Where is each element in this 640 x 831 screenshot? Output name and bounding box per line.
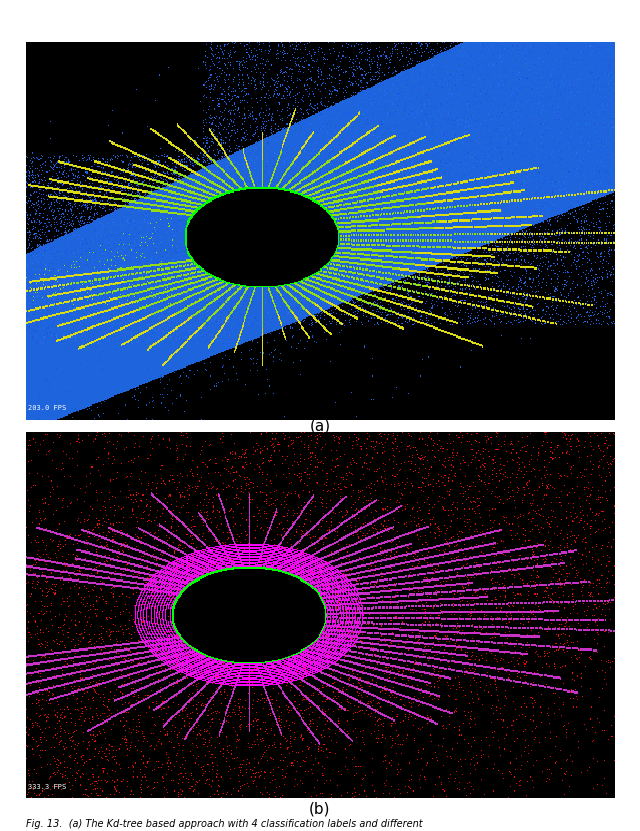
Text: Fig. 13.  (a) The Kd-tree based approach with 4 classification labels and differ: Fig. 13. (a) The Kd-tree based approach … xyxy=(26,819,422,829)
Text: (b): (b) xyxy=(309,802,331,817)
Text: 333.3 FPS: 333.3 FPS xyxy=(28,784,66,789)
Text: (a): (a) xyxy=(309,419,331,434)
Text: 203.0 FPS: 203.0 FPS xyxy=(28,406,66,411)
